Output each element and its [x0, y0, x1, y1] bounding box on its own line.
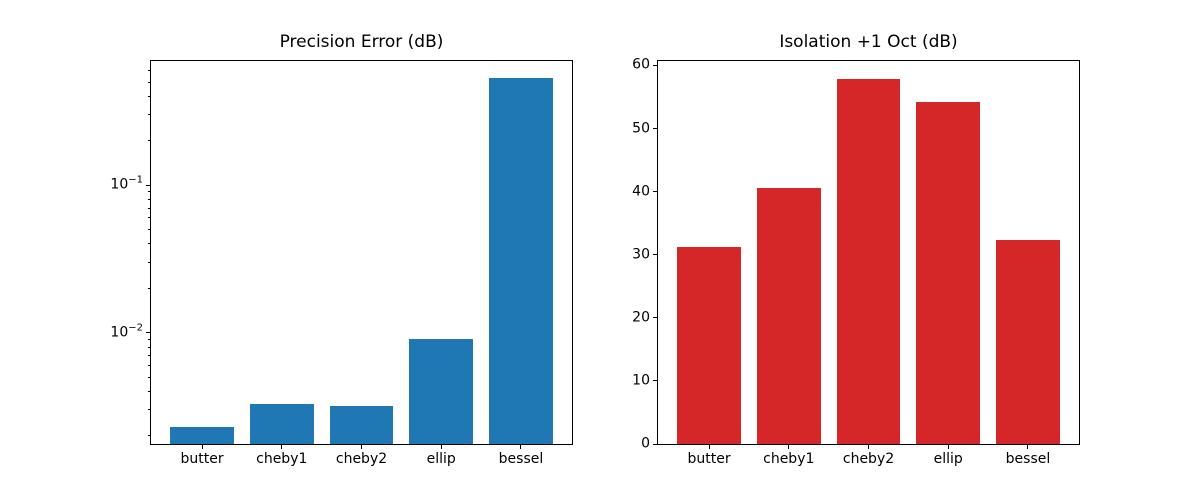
y-minor-tick [148, 69, 151, 71]
y-tick [653, 317, 658, 319]
y-minor-tick [148, 338, 151, 340]
y-minor-tick [148, 217, 151, 219]
bar-butter [170, 426, 234, 444]
y-minor-tick [148, 287, 151, 289]
x-tick-label: butter [687, 451, 731, 467]
bar-bessel [996, 240, 1060, 444]
y-minor-tick [148, 364, 151, 366]
y-tick-label: 10−1 [110, 174, 143, 193]
x-tick [281, 444, 283, 449]
y-minor-tick [148, 243, 151, 245]
x-tick [868, 444, 869, 449]
y-tick [146, 332, 151, 334]
y-tick [146, 184, 151, 186]
y-tick-label: 20 [632, 309, 650, 326]
y-minor-tick [148, 346, 151, 348]
bar-cheby1 [249, 403, 314, 444]
x-tick-label: bessel [498, 451, 544, 467]
x-tick [708, 444, 710, 449]
isolation-chart: Isolation +1 Oct (dB) butter cheby1 cheby2… [632, 33, 1080, 467]
x-tick-label: ellip [426, 451, 456, 467]
y-minor-tick [148, 114, 151, 116]
y-tick-label-text: 10 [110, 176, 129, 193]
x-tick [788, 444, 790, 449]
y-tick [653, 191, 658, 193]
y-tick [653, 443, 658, 445]
x-tick-label: cheby2 [842, 451, 895, 467]
y-minor-tick [148, 81, 151, 83]
y-minor-tick [148, 376, 151, 378]
bar-ellip [409, 338, 474, 444]
x-tick [1027, 444, 1029, 449]
y-minor-tick [148, 355, 151, 357]
y-tick-label-text: 30 [632, 246, 650, 263]
y-tick-label: 0 [641, 436, 650, 451]
bar-ellip [916, 102, 981, 444]
chart-title: Isolation +1 Oct (dB) [779, 32, 958, 53]
y-tick [653, 128, 658, 129]
y-tick [653, 254, 658, 256]
y-minor-tick [148, 191, 151, 193]
x-tick [440, 444, 442, 449]
y-tick-label-text: 40 [632, 182, 650, 199]
x-tick-label: ellip [933, 451, 963, 467]
y-minor-tick [148, 435, 151, 437]
x-tick [201, 444, 203, 449]
x-tick-label: cheby1 [256, 451, 308, 467]
y-minor-tick [148, 207, 151, 209]
bar-cheby1 [756, 187, 821, 444]
bar-bessel [489, 78, 553, 444]
bar-cheby2 [329, 405, 394, 444]
y-tick-label: 50 [632, 119, 650, 136]
chart-title: Precision Error (dB) [279, 32, 444, 53]
y-tick-label: 10 [632, 372, 650, 389]
y-tick [653, 64, 658, 66]
y-tick-label-text: 60 [632, 56, 650, 73]
y-tick [653, 380, 658, 382]
y-tick-label: 30 [632, 246, 650, 263]
y-minor-tick [148, 95, 151, 97]
x-tick-label: cheby2 [335, 451, 388, 467]
y-minor-tick [148, 390, 151, 392]
y-tick-label-exponent: −2 [128, 322, 143, 334]
y-minor-tick [148, 229, 151, 231]
y-tick-label-exponent: −1 [128, 174, 143, 186]
y-tick-label: 10−2 [110, 322, 143, 341]
y-tick-label: 40 [632, 182, 650, 199]
y-minor-tick [148, 198, 151, 200]
x-tick-label: butter [180, 451, 224, 467]
x-tick-label: bessel [1005, 451, 1051, 467]
bar-butter [677, 247, 741, 444]
x-tick-label: cheby1 [763, 451, 815, 467]
y-tick-label-text: 10 [110, 324, 129, 341]
y-tick-label-text: 0 [641, 435, 650, 452]
precision-error-chart: Precision Error (dB) butter cheby1 cheby2 e… [110, 33, 573, 467]
y-minor-tick [148, 140, 151, 142]
y-tick-label-text: 50 [632, 119, 650, 136]
y-minor-tick [148, 261, 151, 263]
x-tick [520, 444, 522, 449]
bar-cheby2 [836, 79, 901, 444]
y-tick-label-text: 20 [632, 309, 650, 326]
y-tick-label-text: 10 [632, 372, 650, 389]
y-minor-tick [148, 409, 151, 411]
y-tick-label: 60 [632, 56, 650, 73]
x-tick [947, 444, 949, 449]
x-tick [361, 444, 362, 449]
